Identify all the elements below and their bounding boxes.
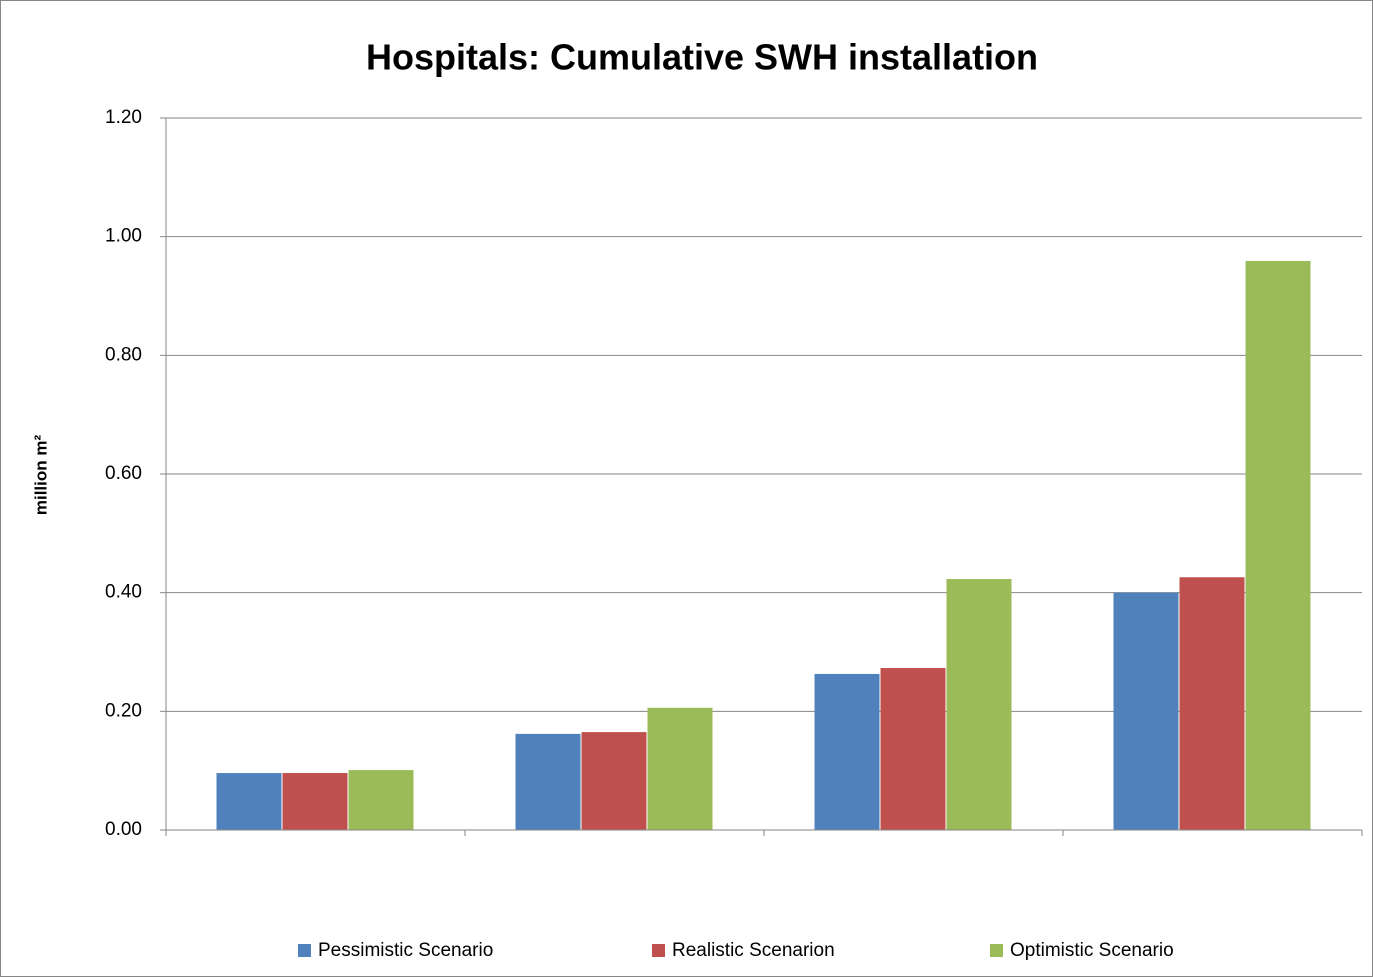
bar: [216, 773, 282, 830]
y-tick-label: 0.00: [105, 819, 142, 840]
chart-title: Hospitals: Cumulative SWH installation: [366, 37, 1038, 78]
y-tick-label: 0.40: [105, 582, 142, 603]
bar: [1245, 260, 1311, 830]
bar: [814, 673, 880, 830]
legend-marker: [652, 944, 665, 957]
legend-marker: [990, 944, 1003, 957]
bar: [880, 668, 946, 830]
y-tick-label: 0.20: [105, 700, 142, 721]
bar: [1113, 592, 1179, 830]
legend-label: Realistic Scenarion: [672, 940, 835, 961]
bar: [581, 732, 647, 830]
y-tick-label: 1.00: [105, 226, 142, 247]
y-tick-label: 0.60: [105, 463, 142, 484]
y-axis-label: million m²: [31, 435, 50, 516]
bar: [1179, 577, 1245, 830]
legend-label: Pessimistic Scenario: [318, 940, 493, 961]
bar: [282, 773, 348, 830]
bar: [946, 579, 1012, 830]
bar: [348, 770, 414, 830]
bar: [515, 733, 581, 830]
legend-label: Optimistic Scenario: [1010, 940, 1174, 961]
y-tick-label: 0.80: [105, 344, 142, 365]
legend-marker: [298, 944, 311, 957]
y-tick-label: 1.20: [105, 107, 142, 128]
bar: [647, 707, 713, 830]
